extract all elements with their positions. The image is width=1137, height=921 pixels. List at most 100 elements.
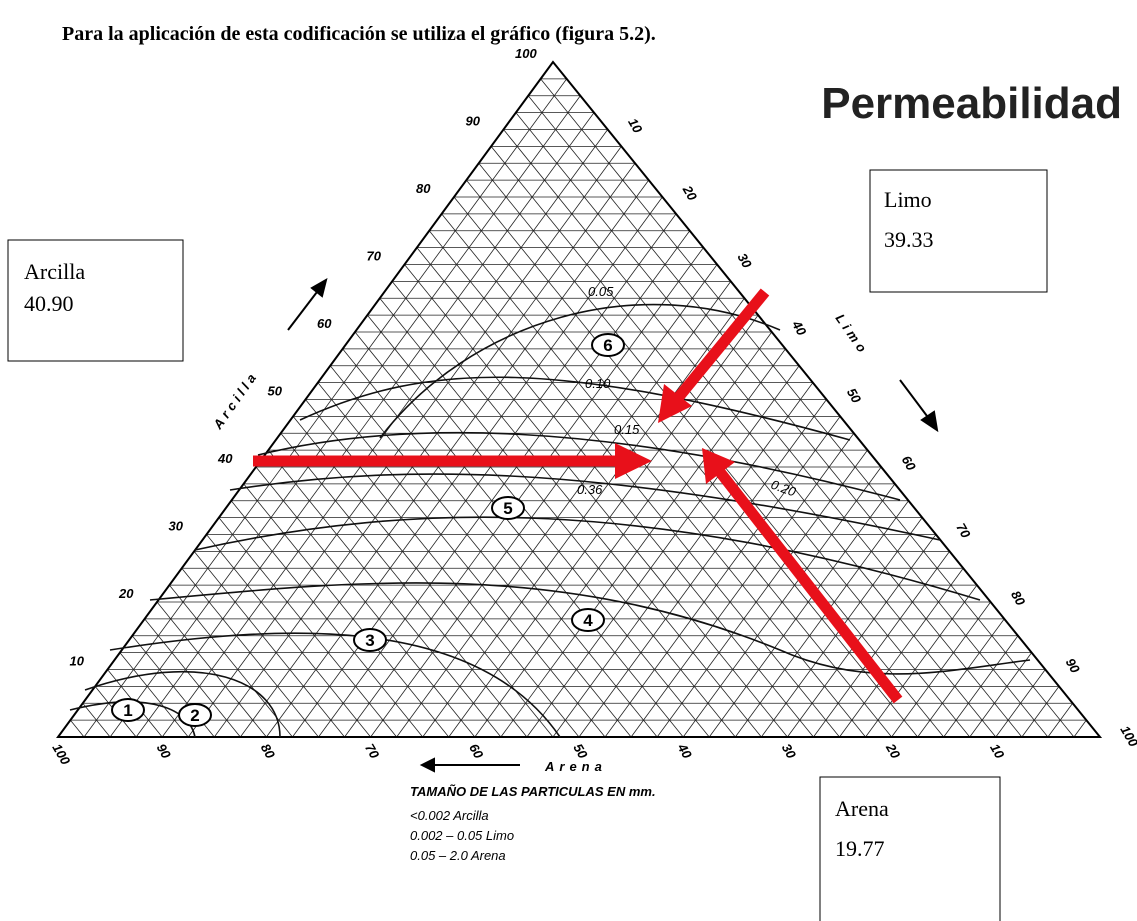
grid-line xyxy=(708,483,896,738)
box-label: Limo xyxy=(884,187,932,212)
legend-item: 0.002 – 0.05 Limo xyxy=(410,828,514,843)
header: Para la aplicación de esta codificación … xyxy=(62,23,656,45)
grid-line xyxy=(344,247,704,738)
box xyxy=(869,169,1048,293)
legend: TAMAÑO DE LAS PARTICULAS EN mm. <0.002 A… xyxy=(410,784,656,863)
tick-label: 50 xyxy=(844,386,865,407)
box-value: 40.90 xyxy=(24,291,74,316)
tick-label: 40 xyxy=(217,451,233,466)
tick-label: 90 xyxy=(154,741,175,762)
zone-circle xyxy=(491,496,525,520)
tick-label: 60 xyxy=(466,741,487,762)
arrowhead xyxy=(310,277,328,298)
grid-line xyxy=(404,264,788,738)
box-value: 39.33 xyxy=(884,227,934,252)
tick-label: 90 xyxy=(1063,656,1084,677)
arrowhead xyxy=(615,443,652,479)
grid-line xyxy=(206,534,371,738)
grid-line xyxy=(490,146,971,738)
tick-label: 80 xyxy=(1008,588,1029,609)
grid-line xyxy=(969,652,1032,738)
box xyxy=(7,239,184,362)
grid-line xyxy=(448,314,759,738)
curve-label: 0.10 xyxy=(585,376,611,391)
arrows xyxy=(253,288,903,704)
zone-label: 2 xyxy=(190,706,199,725)
grid-line xyxy=(292,416,554,738)
grid-line xyxy=(453,196,892,738)
grid-line xyxy=(367,314,710,738)
tick-label: 90 xyxy=(466,114,481,129)
tick-label: 60 xyxy=(899,453,920,474)
tick-label: 10 xyxy=(625,116,646,137)
curve-label: 0.20 xyxy=(769,477,799,500)
grid-line xyxy=(329,365,632,738)
curve-label: 0.05 xyxy=(588,284,614,299)
grid-line xyxy=(135,112,595,738)
curve xyxy=(257,431,901,501)
tick-label: 20 xyxy=(118,586,134,601)
grid-line xyxy=(218,517,397,738)
grid-line xyxy=(478,162,945,738)
grid-line xyxy=(466,179,918,738)
legend-item: <0.002 Arcilla xyxy=(410,808,489,823)
triangle xyxy=(56,60,1103,738)
arrow xyxy=(715,468,903,704)
grid-line xyxy=(354,331,684,738)
grid-line xyxy=(187,146,622,738)
grid-line xyxy=(268,449,502,738)
curve xyxy=(194,516,981,601)
tick-label: 40 xyxy=(674,740,695,762)
grid-line xyxy=(119,652,189,738)
grid-line xyxy=(515,112,1023,738)
axis-label: Arcilla xyxy=(210,368,262,433)
grid-line xyxy=(527,95,1049,738)
boxes: Arcilla 40.90 Limo 39.33 Arena 19.77 xyxy=(7,169,1048,921)
tick-label: 80 xyxy=(258,741,279,762)
grid-line xyxy=(156,601,267,738)
axis-label: Limo xyxy=(833,311,872,358)
grid-line xyxy=(243,483,450,738)
axis-label: Arena xyxy=(544,759,607,774)
zone-label: 3 xyxy=(365,631,374,650)
curve xyxy=(149,582,1031,675)
grid-line xyxy=(1073,719,1087,738)
curve xyxy=(299,376,851,441)
tick-label: 80 xyxy=(416,181,431,196)
zone-label: 6 xyxy=(603,336,612,355)
title: Permeabilidad xyxy=(821,79,1122,128)
grid-line xyxy=(317,382,606,738)
tick-label: 100 xyxy=(1117,723,1137,750)
axis-arrows xyxy=(287,277,939,773)
zone-circle xyxy=(111,698,145,722)
grid-line xyxy=(169,584,293,738)
legend-item: 0.05 – 2.0 Arena xyxy=(410,848,506,863)
tick-label: 100 xyxy=(515,46,537,61)
zone-circle xyxy=(591,333,625,357)
arrowhead xyxy=(920,410,939,433)
grid-line xyxy=(70,719,85,738)
grid-line xyxy=(656,449,868,738)
tick-label: 60 xyxy=(317,316,332,331)
grid-line xyxy=(193,551,345,738)
grid-line xyxy=(255,466,476,738)
grid xyxy=(70,78,1087,738)
tick-label: 30 xyxy=(735,251,756,272)
grid-line xyxy=(552,382,814,738)
zone-label: 4 xyxy=(583,611,593,630)
zone-label: 5 xyxy=(503,499,512,518)
tick-label: 10 xyxy=(987,741,1008,762)
grid-line xyxy=(441,213,866,738)
arrow xyxy=(287,287,321,331)
legend-title: TAMAÑO DE LAS PARTICULAS EN mm. xyxy=(410,784,656,799)
grid-line xyxy=(181,567,319,738)
tick-label: 30 xyxy=(169,519,184,534)
grid-line xyxy=(144,618,241,738)
tick-label: 40 xyxy=(789,317,810,339)
grid-line xyxy=(83,78,567,738)
grid-line xyxy=(280,432,528,738)
grid-line xyxy=(230,500,424,738)
zone-label: 1 xyxy=(123,701,132,720)
box-value: 19.77 xyxy=(835,836,885,861)
